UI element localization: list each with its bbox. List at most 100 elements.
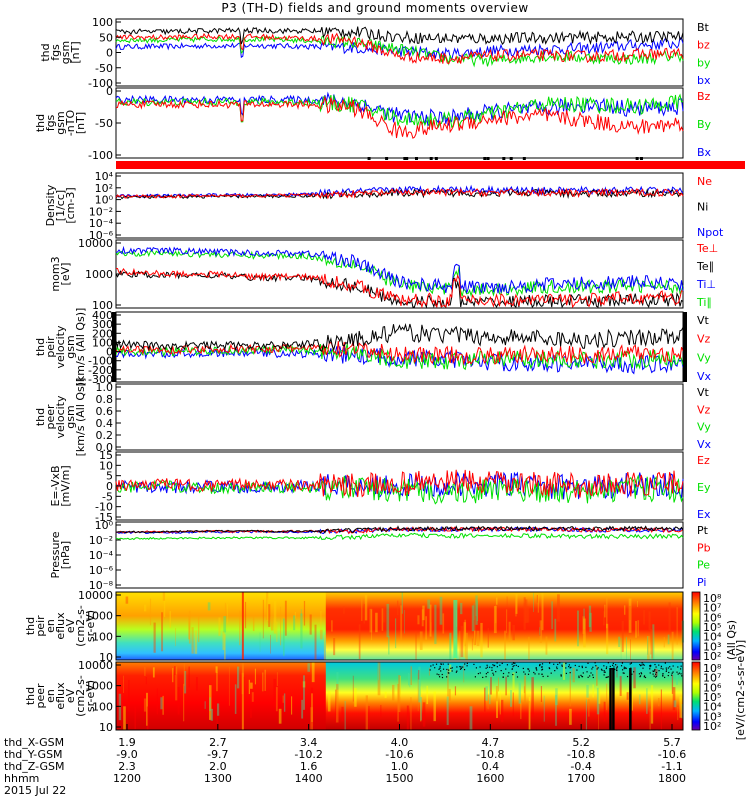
- y-tick-label: 100: [92, 336, 113, 349]
- svg-text:(cm2-s-: (cm2-s-: [74, 675, 87, 717]
- x-tick-label: -9.0: [116, 748, 137, 761]
- legend-entry: Ez: [697, 454, 710, 467]
- y-tick-label: 1000: [85, 680, 113, 693]
- y-tick-label: 10000: [78, 589, 113, 602]
- y-tick-label: 0: [106, 47, 113, 60]
- panel-4: 10000 1000 100 mom3[eV] Te⊥ Te∥ Ti⊥ Ti∥: [49, 237, 718, 312]
- svg-text:velocity: velocity: [54, 395, 67, 438]
- y-tick-label: 0.6: [96, 405, 114, 418]
- legend: Ne Ni Npot: [697, 175, 724, 239]
- series-line-Ti⊥: [115, 245, 684, 294]
- y-tick-label: -100: [88, 355, 113, 368]
- y-tick-label: -50: [95, 62, 113, 75]
- spectrogram-1: [115, 591, 685, 661]
- svg-text:fgs: fgs: [49, 44, 62, 61]
- legend: Vt Vz Vy Vx: [697, 386, 712, 451]
- y-tick-label: 10000: [78, 237, 113, 250]
- y-tick-label: 10⁻²: [89, 534, 113, 547]
- x-tick-label: 4.0: [391, 736, 409, 749]
- svg-text:thd: thd: [34, 408, 47, 426]
- panel-8: 10⁰ 10⁻² 10⁻⁴ 10⁻⁶ 10⁻⁸ Pressure[nPa] Pt Pb Pe Pi: [49, 519, 711, 592]
- svg-text:10⁴: 10⁴: [703, 631, 722, 644]
- y-tick-label: 1000: [85, 268, 113, 281]
- svg-text:10⁵: 10⁵: [703, 691, 721, 704]
- x-tick-label: 1500: [386, 772, 414, 785]
- series-line-bz: [115, 32, 684, 65]
- state-bar: [116, 157, 745, 169]
- svg-text:10⁸: 10⁸: [703, 592, 722, 605]
- x-tick-label: 4.7: [482, 736, 500, 749]
- x-axis-row-label: thd_Z-GSM: [4, 760, 64, 773]
- x-tick-label: 1300: [204, 772, 232, 785]
- x-tick-label: -1.1: [661, 760, 682, 773]
- svg-text:10⁷: 10⁷: [703, 602, 721, 615]
- y-axis-label: E=-VxB[mV/m]: [49, 465, 72, 506]
- x-tick-label: 1.0: [391, 760, 409, 773]
- y-tick-label: 1000: [85, 610, 113, 623]
- svg-text:[eV/(cm2-s-sr-eV)]: [eV/(cm2-s-sr-eV)]: [734, 640, 747, 740]
- x-tick-label: 1.9: [118, 736, 136, 749]
- y-tick-label: 10⁻⁶: [89, 564, 114, 577]
- y-tick-label: -50: [95, 117, 113, 130]
- svg-text:10²: 10²: [703, 650, 721, 663]
- legend-entry: Vx: [697, 370, 712, 383]
- x-tick-label: -9.7: [207, 748, 228, 761]
- x-tick-label: 1800: [658, 772, 686, 785]
- legend-entry: Ti⊥: [696, 278, 716, 291]
- x-axis-row-label: thd_Y-GSM: [4, 748, 63, 761]
- svg-text:10²: 10²: [703, 720, 721, 733]
- svg-text:sr-eV): sr-eV): [84, 680, 97, 712]
- y-tick-label: 100: [92, 299, 113, 312]
- y-tick-label: 300: [92, 318, 113, 331]
- svg-text:[nT]: [nT]: [74, 112, 87, 134]
- legend-entry: Vx: [697, 438, 712, 451]
- spectrogram-2: [115, 661, 684, 731]
- y-axis-label: Density[1/cc][cm-3]: [44, 184, 77, 226]
- y-tick-label: 10⁻⁶: [89, 229, 114, 242]
- y-tick-label: 0: [106, 480, 113, 493]
- y-tick-label: 10000: [78, 659, 113, 672]
- svg-text:[nT]: [nT]: [69, 41, 82, 63]
- svg-text:en: en: [44, 619, 57, 633]
- y-tick-label: -100: [88, 149, 113, 162]
- y-tick-label: 10: [99, 721, 113, 734]
- y-tick-label: 0.0: [96, 441, 114, 454]
- panel-frame: [115, 239, 684, 309]
- y-tick-label: 15: [99, 449, 113, 462]
- series-line-Ne: [115, 187, 684, 200]
- x-tick-label: 1.6: [300, 760, 318, 773]
- series-line-By: [115, 93, 684, 129]
- y-axis-label: Pressure[nPa]: [49, 531, 72, 578]
- legend-entry: Ex: [697, 508, 711, 521]
- legend-entry: Vy: [697, 351, 711, 364]
- y-tick-label: 10⁻⁸: [89, 579, 114, 592]
- y-tick-label: 10⁰: [95, 194, 114, 207]
- y-tick-label: 0.8: [96, 393, 114, 406]
- series-line-Bz: [115, 95, 684, 139]
- legend: Pt Pb Pe Pi: [697, 524, 711, 589]
- svg-text:thd: thd: [24, 617, 37, 635]
- svg-text:en: en: [44, 689, 57, 703]
- legend: Bz By Bx: [697, 90, 712, 159]
- panel-frame: [115, 521, 684, 589]
- legend-entry: Ni: [697, 201, 708, 214]
- legend-entry: bx: [697, 74, 711, 87]
- legend-entry: Vz: [697, 403, 711, 416]
- legend-entry: Npot: [697, 226, 724, 239]
- legend: Te⊥ Te∥ Ti⊥ Ti∥: [696, 242, 718, 309]
- x-tick-label: 1600: [476, 772, 504, 785]
- legend-entry: Ey: [697, 481, 711, 494]
- y-tick-label: 10²: [95, 182, 113, 195]
- legend-entry: by: [697, 56, 711, 69]
- date-label: 2015 Jul 22: [4, 784, 66, 797]
- figure-title: P3 (TH-D) fields and ground moments over…: [221, 1, 529, 15]
- legend-entry: Bz: [697, 90, 711, 103]
